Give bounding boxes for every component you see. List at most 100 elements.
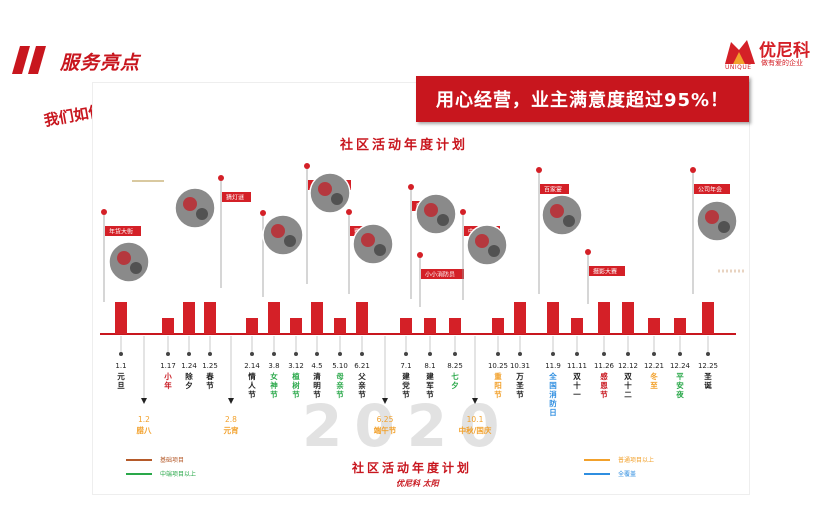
event-tag (222, 192, 251, 202)
sub-holiday-name: 元宵 (224, 425, 239, 435)
satisfaction-banner: 用心经营，业主满意度超过95%！ (416, 76, 749, 122)
holiday-name-char: 日 (549, 408, 557, 417)
holiday-name-char: 节 (426, 389, 434, 399)
sub-date-marker (472, 398, 478, 404)
activity-bar (311, 302, 323, 334)
event-photo-detail (318, 182, 332, 196)
date-dot (208, 352, 212, 356)
event-label: 摄影大赛 (593, 268, 617, 276)
holiday-name-char: 情 (247, 371, 256, 381)
flag-pin (346, 209, 352, 215)
holiday-name-char: 重 (494, 371, 502, 381)
holiday-name-char: 建 (401, 371, 410, 381)
holiday-name-char: 神 (270, 380, 278, 390)
holiday-name-char: 感 (600, 371, 608, 381)
date-dot (404, 352, 408, 356)
date-dot (338, 352, 342, 356)
poster-brand: 优尼科 太阳 (396, 479, 439, 488)
holiday-name-char: 春 (206, 371, 214, 381)
holiday-name-char: 节 (494, 389, 502, 399)
brand-slash-icon (12, 46, 46, 74)
holiday-name-char: 亲 (336, 380, 344, 390)
holiday-name-char: 夕 (451, 380, 459, 390)
date-dot (496, 352, 500, 356)
date-label: 12.12 (618, 362, 638, 370)
sub-date-marker (141, 398, 147, 404)
flag-pin (260, 210, 266, 216)
holiday-name-char: 二 (624, 390, 632, 399)
event-photo-detail (550, 204, 564, 218)
sub-holiday-name: 中秋/国庆 (459, 425, 492, 435)
date-label: 11.26 (594, 362, 615, 370)
activity-bar (514, 302, 526, 334)
date-dot (250, 352, 254, 356)
page-title: 服务亮点 (60, 52, 141, 74)
holiday-name-char: 十 (573, 380, 581, 390)
holiday-name-char: 节 (402, 389, 410, 399)
date-label: 12.21 (644, 362, 664, 370)
date-label: 3.8 (268, 362, 279, 370)
legend-all: 全覆盖 (584, 469, 636, 478)
event-photo-detail (271, 224, 285, 238)
event-photo-detail (437, 214, 449, 226)
sub-date-label: 2.8 (225, 415, 237, 424)
date-label: 10.31 (510, 362, 530, 370)
activity-poster (92, 82, 750, 495)
holiday-name-char: 女 (270, 371, 278, 381)
holiday-name-char: 明 (313, 381, 321, 390)
legend-normal-label: 普通项目以上 (618, 457, 655, 464)
flag-pin (218, 175, 224, 181)
activity-bar (268, 302, 280, 334)
event-photo-detail (475, 234, 489, 248)
holiday-name-char: 圣 (703, 372, 712, 381)
activity-bar (246, 318, 258, 334)
activity-bar (424, 318, 436, 334)
holiday-name-char: 平 (676, 372, 684, 381)
holiday-name-char: 至 (650, 381, 658, 390)
date-label: 11.11 (567, 362, 587, 370)
flag-pin (408, 184, 414, 190)
event-label: 公司年会 (698, 186, 722, 194)
date-label: 8.25 (447, 362, 463, 370)
holiday-name-char: 清 (313, 371, 321, 381)
activity-bar (571, 318, 583, 334)
activity-bar (648, 318, 660, 334)
event-label: 猜灯谜 (226, 194, 244, 202)
holiday-name-char: 防 (549, 398, 557, 408)
holiday-name-char: 植 (291, 371, 300, 381)
event-photo-detail (117, 251, 131, 265)
legend-normal-swatch (584, 458, 610, 461)
holiday-name-char: 夕 (185, 380, 193, 390)
holiday-name-char: 夜 (675, 389, 684, 399)
sub-date-label: 6.25 (377, 415, 394, 424)
activity-bar (547, 302, 559, 334)
activity-bar (204, 302, 216, 334)
holiday-name-char: 消 (549, 389, 557, 399)
logo-icon (725, 40, 755, 64)
activity-bar (449, 318, 461, 334)
legend-basic-label: 基础项目 (160, 457, 185, 464)
activity-bar (622, 302, 634, 334)
event-photo-detail (705, 210, 719, 224)
holiday-name-char: 全 (548, 371, 557, 381)
date-label: 1.24 (181, 362, 197, 370)
event-photo-detail (183, 197, 197, 211)
activity-bar (702, 302, 714, 334)
activity-bar (183, 302, 195, 334)
event-photo-detail (718, 221, 730, 233)
date-label: 1.25 (202, 362, 218, 370)
holiday-name-char: 节 (292, 389, 300, 399)
event-photo-detail (488, 245, 500, 257)
date-label: 6.21 (354, 362, 370, 370)
holiday-name-char: 一 (573, 390, 581, 399)
event-label: 百家宴 (544, 186, 562, 194)
date-dot (315, 352, 319, 356)
holiday-name-char: 节 (358, 389, 366, 399)
flag-pin (101, 209, 107, 215)
activity-bar (674, 318, 686, 334)
date-label: 12.25 (698, 362, 718, 370)
legend-basic: 基础项目 (126, 455, 184, 464)
event-photo-detail (196, 208, 208, 220)
event-photo-detail (331, 193, 343, 205)
event-photo-detail (563, 215, 575, 227)
